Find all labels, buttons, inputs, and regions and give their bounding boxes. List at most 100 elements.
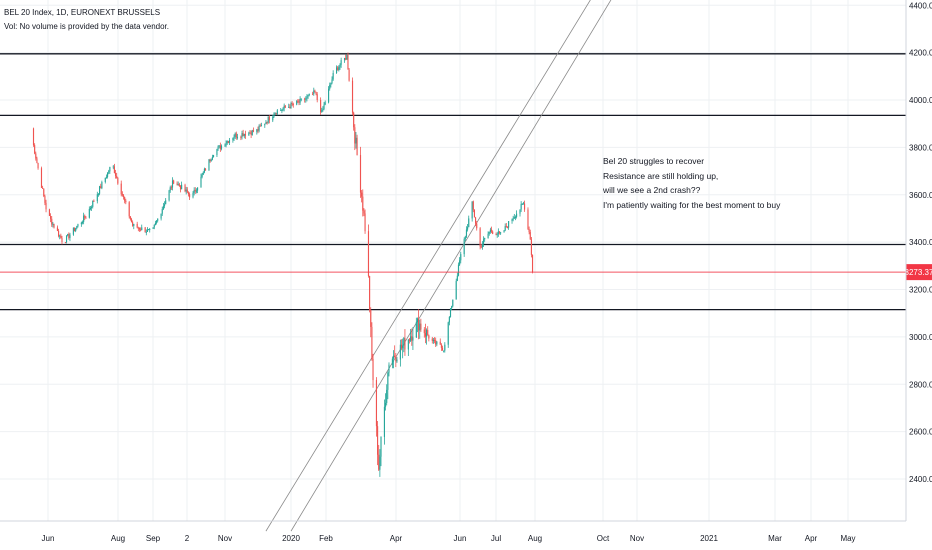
candle[interactable] [503, 230, 505, 233]
candle[interactable] [339, 63, 341, 70]
candle[interactable] [235, 131, 237, 140]
candle[interactable] [125, 198, 127, 205]
candle[interactable] [391, 356, 393, 369]
candle[interactable] [50, 213, 52, 223]
candle[interactable] [433, 337, 436, 344]
candle[interactable] [388, 362, 390, 377]
candle[interactable] [146, 227, 149, 232]
candle[interactable] [136, 221, 138, 229]
candle[interactable] [52, 221, 54, 228]
y-axis[interactable]: 2400.00 2600.00 2800.00 3000.00 3200.00 3400.… [905, 0, 932, 521]
candle[interactable] [256, 128, 258, 135]
candle[interactable] [177, 181, 179, 186]
candle[interactable] [531, 254, 534, 274]
candle[interactable] [129, 216, 131, 221]
candle[interactable] [117, 176, 119, 185]
candle[interactable] [313, 87, 315, 96]
candle[interactable] [76, 225, 78, 230]
candle[interactable] [121, 191, 123, 197]
candle[interactable] [40, 166, 43, 188]
candle[interactable] [37, 162, 39, 170]
candle[interactable] [192, 191, 194, 199]
candle[interactable] [58, 228, 60, 238]
candle[interactable] [97, 193, 100, 197]
candle[interactable] [96, 191, 98, 204]
candle[interactable] [387, 371, 389, 400]
candle[interactable] [130, 217, 133, 223]
candle[interactable] [353, 111, 355, 131]
candle[interactable] [396, 356, 398, 363]
candle[interactable] [219, 142, 221, 152]
candle[interactable] [497, 228, 499, 237]
candle[interactable] [508, 220, 510, 230]
candle[interactable] [314, 89, 316, 93]
candle[interactable] [67, 233, 69, 237]
symbol-title[interactable]: BEL 20 Index, 1D, EURONEXT BRUSSELS [4, 8, 161, 17]
candle[interactable] [475, 216, 477, 227]
candle[interactable] [372, 353, 374, 388]
candle[interactable] [209, 158, 211, 163]
candle[interactable] [220, 144, 223, 151]
candle[interactable] [268, 115, 270, 124]
candle[interactable] [227, 140, 229, 144]
candle[interactable] [290, 101, 292, 109]
candle[interactable] [410, 328, 412, 343]
candle[interactable] [457, 262, 460, 277]
candle[interactable] [184, 183, 186, 193]
candle[interactable] [521, 203, 523, 205]
candle[interactable] [399, 339, 401, 367]
candle[interactable] [233, 134, 235, 142]
candle[interactable] [48, 208, 51, 217]
candle[interactable] [362, 189, 364, 217]
candle[interactable] [312, 91, 314, 96]
candle[interactable] [440, 343, 442, 351]
candle[interactable] [427, 326, 429, 336]
candle[interactable] [45, 199, 47, 213]
candle[interactable] [355, 131, 357, 149]
candle[interactable] [179, 185, 182, 193]
candle[interactable] [386, 384, 388, 406]
candle[interactable] [133, 223, 135, 230]
candle[interactable] [168, 189, 170, 202]
candle[interactable] [370, 307, 372, 338]
candle[interactable] [89, 206, 92, 211]
text-annotation[interactable]: Bel 20 struggles to recover Resistance a… [603, 154, 780, 212]
candle[interactable] [284, 105, 286, 109]
candle[interactable] [92, 200, 94, 209]
candle[interactable] [272, 115, 274, 123]
candle[interactable] [200, 173, 202, 188]
candle[interactable] [100, 183, 102, 189]
candle[interactable] [512, 215, 514, 222]
candle[interactable] [161, 206, 163, 216]
candle[interactable] [116, 172, 118, 179]
candle[interactable] [519, 209, 521, 217]
candle[interactable] [447, 321, 449, 348]
candle[interactable] [402, 338, 404, 359]
candle[interactable] [522, 201, 524, 205]
candle[interactable] [516, 210, 518, 219]
candle[interactable] [361, 190, 363, 203]
candle[interactable] [424, 323, 427, 344]
candle[interactable] [163, 201, 166, 209]
candle[interactable] [252, 127, 254, 133]
candle[interactable] [157, 218, 159, 223]
candle[interactable] [451, 305, 453, 310]
x-axis[interactable]: Jun Aug Sep 2 Nov 2020 Feb Apr Jun Jul Aug Oct Nov 20… [0, 520, 906, 543]
candle[interactable] [266, 121, 268, 125]
candle[interactable] [193, 187, 195, 196]
candle[interactable] [332, 70, 334, 81]
candle[interactable] [274, 112, 276, 116]
candle[interactable] [356, 134, 358, 156]
candle[interactable] [280, 108, 282, 111]
candle[interactable] [292, 102, 294, 108]
candle[interactable] [176, 181, 178, 186]
candle[interactable] [250, 130, 252, 139]
candle[interactable] [456, 272, 458, 282]
candle[interactable] [418, 309, 420, 340]
candle[interactable] [297, 99, 299, 104]
candle[interactable] [443, 350, 445, 353]
candle[interactable] [69, 232, 71, 242]
candle[interactable] [148, 229, 150, 231]
candle[interactable] [43, 188, 45, 198]
